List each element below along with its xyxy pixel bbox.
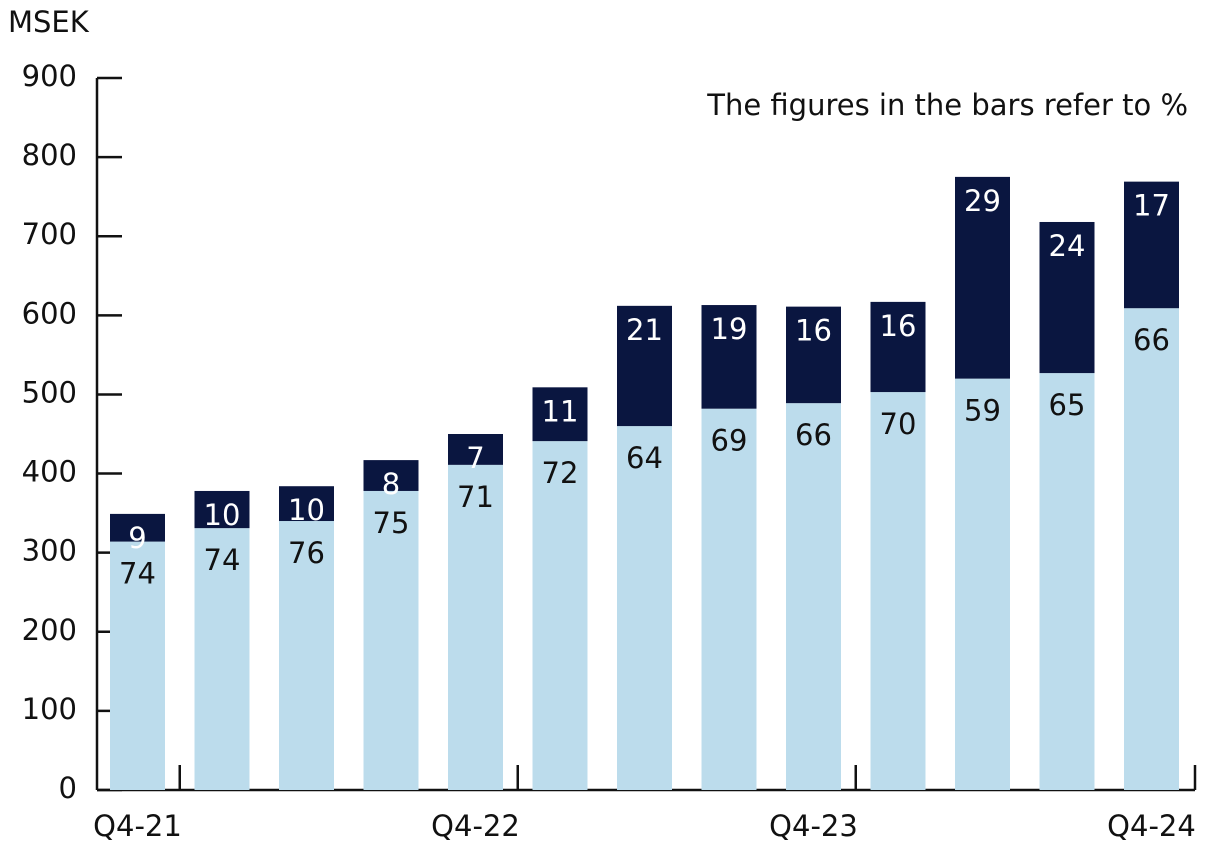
share-label: 64 xyxy=(626,441,663,475)
x-tick-label: Q4-24 xyxy=(1107,809,1196,843)
bar-segment xyxy=(532,387,588,442)
bar-segment xyxy=(617,426,672,790)
y-tick-label: 700 xyxy=(22,217,77,251)
share-label: 29 xyxy=(964,184,1001,218)
x-tick-label: Q4-23 xyxy=(769,809,858,843)
bar-segment xyxy=(870,392,926,790)
bar-segment xyxy=(870,301,926,393)
bar-segment xyxy=(194,490,250,529)
share-label: 76 xyxy=(288,536,325,570)
x-tick-label: Q4-22 xyxy=(431,809,520,843)
share-label: 16 xyxy=(795,314,832,348)
y-tick-label: 600 xyxy=(22,296,77,330)
bar-segment xyxy=(363,460,419,491)
share-label: 66 xyxy=(1133,323,1170,357)
share-label: 65 xyxy=(1049,388,1086,422)
bar-segment xyxy=(279,521,334,790)
share-label: 10 xyxy=(204,498,241,532)
bar-segment xyxy=(1124,308,1179,790)
bar-segment xyxy=(1039,373,1095,790)
share-label: 16 xyxy=(880,309,917,343)
share-label: 75 xyxy=(373,506,410,540)
share-label: 17 xyxy=(1133,189,1170,223)
share-label: 10 xyxy=(288,493,325,527)
bar-segment xyxy=(194,528,250,790)
bar-segment xyxy=(1039,221,1095,374)
bar-segment xyxy=(617,305,672,427)
y-tick-label: 200 xyxy=(22,613,77,647)
share-label: 66 xyxy=(795,418,832,452)
share-label: 74 xyxy=(119,557,156,591)
share-label: 71 xyxy=(457,480,494,514)
bar-segment xyxy=(786,403,841,790)
share-label: 9 xyxy=(128,521,146,555)
bar-segment xyxy=(532,441,588,790)
bar-segment xyxy=(1124,181,1179,309)
bar-segment xyxy=(448,434,503,465)
bar-segment xyxy=(279,486,334,522)
share-label: 24 xyxy=(1049,229,1086,263)
x-tick-label: Q4-21 xyxy=(93,809,182,843)
share-label: 74 xyxy=(204,543,241,577)
bar-segment xyxy=(110,513,165,542)
share-label: 69 xyxy=(711,424,748,458)
y-tick-label: 100 xyxy=(22,692,77,726)
bar-segment xyxy=(955,176,1010,379)
bar-segment xyxy=(701,305,757,409)
bar-segment xyxy=(363,490,419,790)
share-label: 59 xyxy=(964,394,1001,428)
share-label: 11 xyxy=(542,394,579,428)
annotation: The figures in the bars refer to % xyxy=(706,88,1188,122)
y-tick-label: 0 xyxy=(59,771,77,805)
y-tick-label: 300 xyxy=(22,534,77,568)
bar-segment xyxy=(110,541,165,790)
y-tick-label: 800 xyxy=(22,138,77,172)
share-label: 70 xyxy=(880,407,917,441)
bar-segment xyxy=(701,408,757,790)
y-tick-label: 500 xyxy=(22,375,77,409)
bar-segment xyxy=(786,306,841,404)
share-label: 7 xyxy=(466,441,484,475)
y-axis-label: MSEK xyxy=(8,5,90,39)
share-label: 19 xyxy=(711,312,748,346)
bar-segment xyxy=(448,464,503,790)
share-label: 21 xyxy=(626,313,663,347)
share-label: 8 xyxy=(382,467,400,501)
y-tick-label: 400 xyxy=(22,455,77,489)
y-tick-label: 900 xyxy=(22,59,77,93)
share-label: 72 xyxy=(542,456,579,490)
bar-segment xyxy=(955,378,1010,790)
